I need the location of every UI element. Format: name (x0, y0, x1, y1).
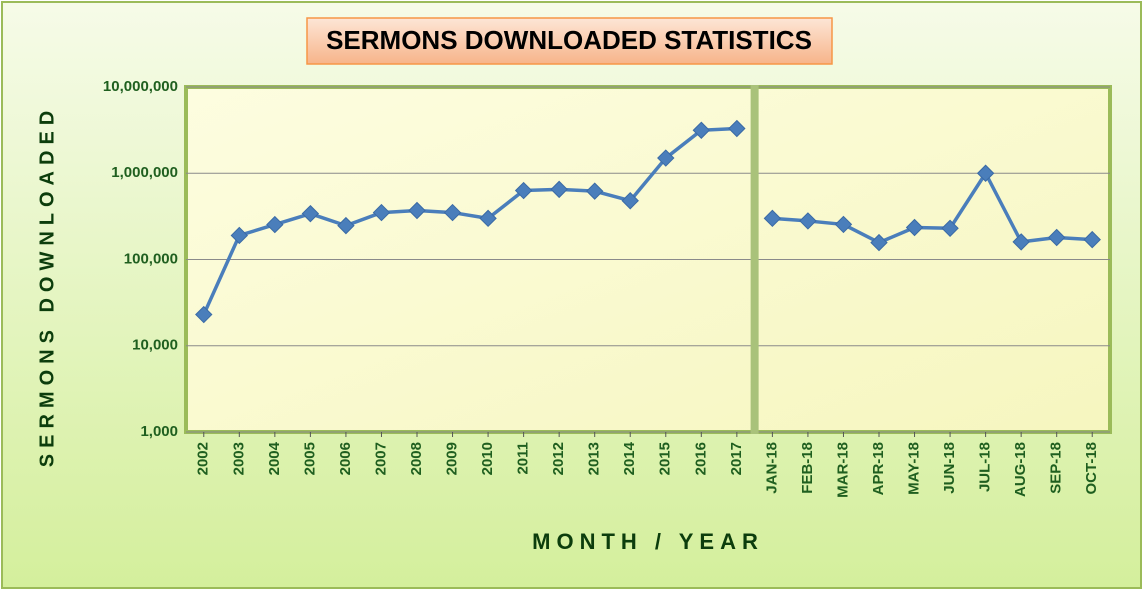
y-tick-label: 1,000,000 (111, 164, 178, 181)
data-point (372, 203, 391, 222)
series-line (772, 171, 1093, 245)
series-line (202, 126, 737, 316)
x-tick-label: 2012 (550, 442, 567, 475)
x-tick-label: 2017 (728, 442, 745, 475)
data-point (905, 218, 924, 237)
y-tick-label: 10,000,000 (103, 78, 178, 95)
data-point (1083, 230, 1101, 249)
x-tick-label: MAY-18 (906, 442, 923, 495)
x-tick-label: 2013 (586, 442, 603, 475)
data-point (1047, 228, 1066, 247)
data-point (834, 215, 853, 234)
x-tick-label: 2010 (479, 442, 496, 475)
data-point (799, 212, 817, 230)
data-point (443, 203, 462, 222)
data-point (763, 209, 782, 228)
x-tick-label: 2002 (195, 442, 212, 475)
x-tick-label: 2003 (230, 442, 247, 475)
data-point (514, 181, 533, 200)
x-tick-label: 2011 (515, 442, 532, 475)
x-tick-label: SEP-18 (1048, 442, 1065, 494)
data-point (941, 219, 959, 238)
x-tick-label: 2016 (692, 442, 709, 475)
x-tick-label: 2006 (337, 442, 354, 475)
data-point (621, 192, 639, 210)
y-axis-title: SERMONS DOWNLOADED (36, 105, 58, 467)
chart-title: SERMONS DOWNLOADED STATISTICS (326, 25, 812, 55)
data-point (195, 305, 213, 324)
data-point (585, 182, 604, 200)
x-tick-label: JUN-18 (941, 442, 958, 494)
x-tick-label: 2004 (266, 441, 283, 475)
y-tick-label: 10,000 (132, 337, 178, 354)
y-tick-label: 1,000 (140, 423, 178, 440)
data-point (1012, 233, 1030, 251)
x-tick-label: 2015 (657, 442, 674, 475)
x-tick-label: 2005 (301, 442, 318, 475)
data-point (408, 201, 426, 220)
data-point (266, 215, 284, 234)
data-point (692, 121, 711, 139)
data-point (870, 233, 888, 252)
title-box (306, 17, 833, 65)
x-tick-label: APR-18 (870, 442, 887, 495)
separator (750, 85, 759, 434)
x-tick-label: 2008 (408, 442, 425, 475)
data-point (728, 119, 746, 138)
plot-layer: 1,000 10,000 100,000 1,000,000 10,000,000 200… (103, 78, 1110, 498)
y-tick-label: 100,000 (124, 250, 178, 267)
data-point (337, 216, 355, 235)
data-point (479, 209, 497, 228)
x-tick-label: JAN-18 (763, 442, 780, 494)
x-tick-label: 2014 (621, 441, 638, 475)
data-point (550, 180, 568, 199)
data-point (301, 204, 320, 223)
x-tick-label: JUL-18 (977, 442, 994, 492)
data-point (976, 164, 995, 182)
x-axis-title: MONTH / YEAR (532, 529, 764, 554)
data-point (657, 149, 675, 167)
x-tick-label: FEB-18 (799, 442, 816, 494)
x-tick-label: AUG-18 (1012, 442, 1029, 497)
x-tick-label: 2009 (444, 442, 461, 475)
data-point (230, 226, 249, 245)
x-tick-label: 2007 (372, 442, 389, 475)
x-tick-label: MAR-18 (834, 442, 851, 498)
x-tick-label: OCT-18 (1083, 442, 1100, 495)
